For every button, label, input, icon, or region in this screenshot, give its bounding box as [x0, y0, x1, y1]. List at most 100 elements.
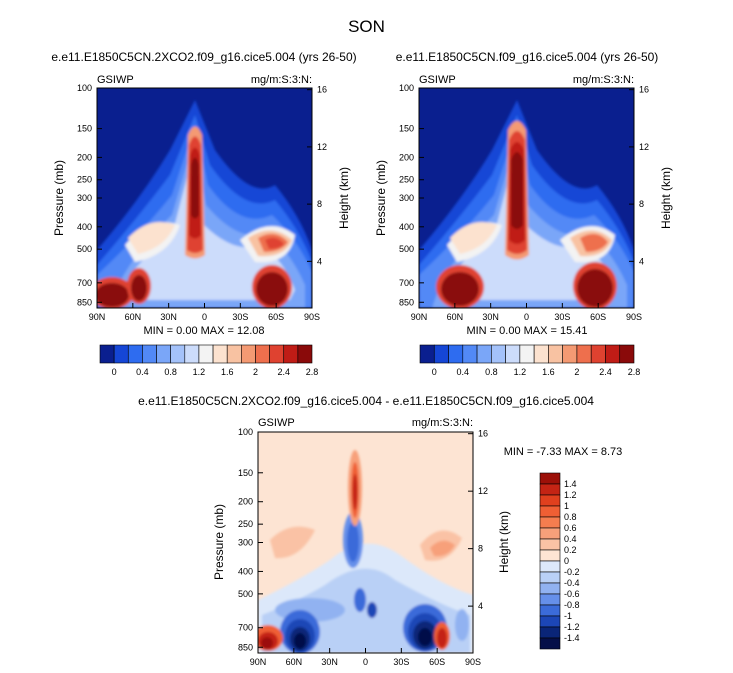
panel-3-y2-tick-label: 8 — [478, 544, 483, 554]
panel-2-y-tick-label: 850 — [399, 297, 414, 307]
panel-2-x-tick-label: 90S — [626, 312, 642, 322]
panel-3-colorbar-swatch — [539, 516, 561, 529]
panel-3-colorbar-label: -0.8 — [564, 600, 580, 610]
panel-3-colorbar-label: 0.6 — [564, 523, 577, 533]
panel-1-y-tick-label: 500 — [77, 244, 92, 254]
panel-3-colorbar-swatch — [539, 505, 561, 518]
panel-2-colorbar-label: 2 — [574, 367, 579, 377]
panel-1-colorbar-label: 0.4 — [136, 367, 149, 377]
panel-3-y-tick-label: 300 — [238, 538, 253, 548]
panel-1-colorbar-label: 1.2 — [193, 367, 206, 377]
panel-3-y2-tick-label: 12 — [478, 486, 488, 496]
panel-3-x-tick-label: 0 — [363, 657, 368, 667]
panel-3-x-tick-label: 60N — [286, 657, 303, 667]
panel-3-colorbar-swatch — [539, 604, 561, 617]
panel-3-x-tick-label: 60S — [429, 657, 445, 667]
panel-3-colorbar-swatch — [539, 571, 561, 584]
panel-1-contour-field — [97, 88, 312, 308]
panel-2-y2-tick-label: 12 — [639, 142, 649, 152]
panel-3-colorbar-label: -1 — [564, 611, 572, 621]
panel-1-left-label: GSIWP — [97, 74, 134, 86]
panel-3-title: e.e11.E1850C5CN.2XCO2.f09_g16.cice5.004 … — [138, 394, 594, 408]
panel-2-x-tick-label: 0 — [524, 312, 529, 322]
panel-1-colorbar-label: 2 — [253, 367, 258, 377]
panel-3-colorbar-label: -0.6 — [564, 589, 580, 599]
panel-1-y2-axis-label: Height (km) — [337, 167, 351, 229]
panel-3-colorbar-swatch — [539, 615, 561, 628]
panel-1-colorbar-label: 2.8 — [306, 367, 319, 377]
panel-2-colorbar-swatch — [590, 344, 606, 364]
panel-2-colorbar-swatch — [433, 344, 449, 364]
panel-1-y2-tick-label: 16 — [317, 85, 327, 95]
panel-2-x-tick-label: 30N — [482, 312, 499, 322]
panel-3-y-axis-label: Pressure (mb) — [212, 504, 226, 580]
panel-1-colorbar-swatch — [127, 344, 143, 364]
panel-2-y2-axis-label: Height (km) — [659, 167, 673, 229]
panel-1-colorbar: 0 0.4 0.8 1.2 1.6 2 2.4 2.8 — [99, 344, 319, 377]
panel-1-y-tick-label: 850 — [77, 297, 92, 307]
panel-2-y-tick-label: 150 — [399, 124, 414, 134]
panel-2-left-label: GSIWP — [419, 74, 456, 86]
panel-2-y2-tick-label: 8 — [639, 199, 644, 209]
panel-1-x-tick-label: 30S — [232, 312, 248, 322]
panel-1-colorbar-swatch — [156, 344, 171, 364]
panel-2-x-tick-label: 60S — [590, 312, 606, 322]
panel-1-colorbar-swatch — [241, 344, 256, 364]
panel-3-colorbar-label: -1.2 — [564, 622, 580, 632]
panel-2-colorbar-swatch — [533, 344, 549, 364]
panel-3-colorbar-swatch — [539, 637, 561, 650]
panel-3-colorbar-label: 0.4 — [564, 534, 577, 544]
panel-1-y2-tick-label: 8 — [317, 199, 322, 209]
panel-3-colorbar-swatch — [539, 626, 561, 639]
panel-1-x-tick-label: 90S — [304, 312, 320, 322]
panel-3-colorbar-swatch — [539, 538, 561, 551]
panel-3-colorbar-label: 0.2 — [564, 545, 577, 555]
panel-3-colorbar-swatch — [539, 593, 561, 606]
panel-2-colorbar-swatch — [562, 344, 578, 364]
panel-3-left-label: GSIWP — [258, 417, 295, 429]
panel-2-right-label: mg/m:S:3:N: — [573, 74, 634, 86]
panel-2-y-tick-label: 100 — [399, 83, 414, 93]
panel-1-colorbar-swatch — [184, 344, 200, 364]
panel-1-x-tick-label: 0 — [202, 312, 207, 322]
panel-3-y-tick-label: 700 — [238, 623, 253, 633]
panel-1-x-tick-label: 60N — [125, 312, 142, 322]
panel-1-y-tick-label: 100 — [77, 83, 92, 93]
panel-1-colorbar-swatch — [212, 344, 228, 364]
panel-3-colorbar-label: -0.4 — [564, 578, 580, 588]
panel-3-y-tick-label: 100 — [238, 427, 253, 437]
panel-2-x-tick-label: 60N — [447, 312, 464, 322]
panel-1-y-axis-label: Pressure (mb) — [52, 160, 66, 236]
panel-3: e.e11.E1850C5CN.2XCO2.f09_g16.cice5.004 … — [138, 394, 622, 667]
panel-1-title: e.e11.E1850C5CN.2XCO2.f09_g16.cice5.004 … — [51, 50, 356, 64]
panel-1-colorbar-swatch — [255, 344, 270, 364]
panel-1-colorbar-label: 1.6 — [221, 367, 234, 377]
panel-2-colorbar-swatch — [476, 344, 492, 364]
panel-1-y-tick-label: 200 — [77, 152, 92, 162]
panel-1: e.e11.E1850C5CN.2XCO2.f09_g16.cice5.004 … — [51, 50, 356, 377]
panel-1-right-label: mg/m:S:3:N: — [251, 74, 312, 86]
panel-2-colorbar-swatch — [462, 344, 478, 364]
panel-2-y-tick-label: 500 — [399, 244, 414, 254]
panel-3-colorbar-swatch — [539, 472, 561, 485]
panel-2-y2-tick-label: 16 — [639, 85, 649, 95]
panel-3-contour-field — [258, 432, 473, 653]
panel-3-colorbar-swatch — [539, 582, 561, 595]
panel-2-title: e.e11.E1850C5CN.f09_g16.cice5.004 (yrs 2… — [396, 50, 659, 64]
panel-3-x-tick-label: 90S — [465, 657, 481, 667]
panel-3-x-tick-label: 30N — [321, 657, 338, 667]
panel-1-y-tick-label: 400 — [77, 222, 92, 232]
panel-3-colorbar-label: -0.2 — [564, 567, 580, 577]
panel-3-colorbar-swatch — [539, 549, 561, 562]
panel-1-colorbar-swatch — [99, 344, 115, 364]
panel-2-colorbar-swatch — [419, 344, 435, 364]
panel-2-colorbar: 0 0.4 0.8 1.2 1.6 2 2.4 2.8 — [419, 344, 640, 377]
panel-1-colorbar-swatch — [170, 344, 186, 364]
panel-3-colorbar-label: 0 — [564, 556, 569, 566]
panel-3-right-label: mg/m:S:3:N: — [412, 417, 473, 429]
panel-2-colorbar-label: 0.8 — [485, 367, 498, 377]
panel-2-y-tick-label: 200 — [399, 152, 414, 162]
panel-2-colorbar-swatch — [605, 344, 621, 364]
panel-2-y-tick-label: 250 — [399, 175, 414, 185]
panel-3-colorbar-swatch — [539, 560, 561, 573]
